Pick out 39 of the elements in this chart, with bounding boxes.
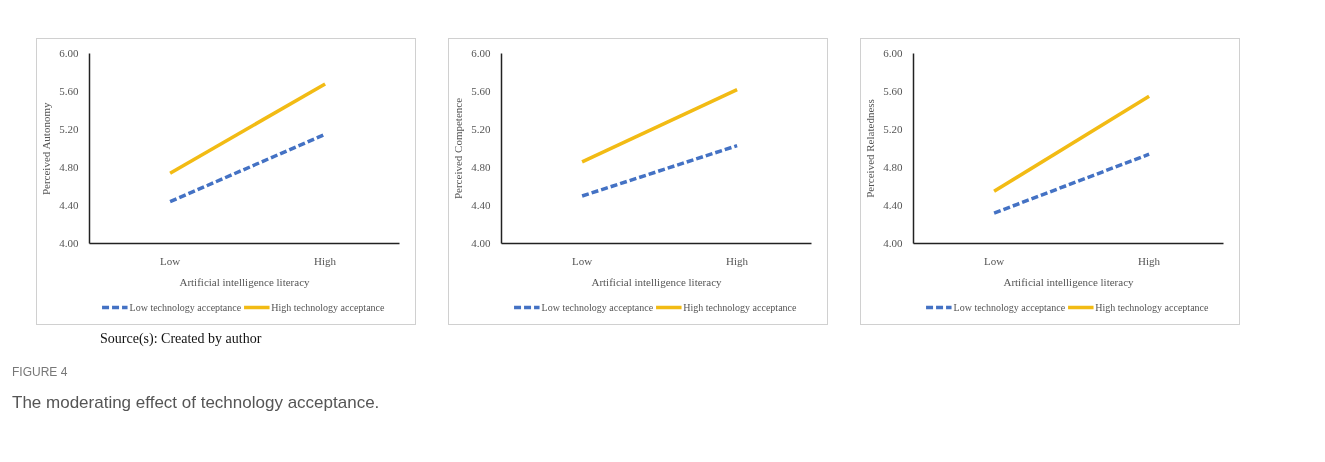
y-tick-label: 4.00 [883,237,903,249]
x-tick-label: Low [984,254,1005,267]
y-axis-title: Perceived Competence [452,97,465,200]
x-tick-label: High [314,254,337,267]
y-axis-title: Perceived Relatedness [864,99,877,198]
legend-label: High technology acceptance [1095,301,1209,313]
y-tick-label: 4.40 [883,199,903,211]
y-tick-label: 6.00 [59,47,79,59]
y-tick-label: 4.40 [471,199,491,211]
x-tick-label: High [726,254,749,267]
y-tick-label: 5.20 [883,123,903,135]
y-tick-label: 5.20 [59,123,79,135]
y-tick-label: 5.60 [883,85,903,97]
x-tick-label: High [1138,254,1161,267]
y-tick-label: 4.00 [59,237,79,249]
y-tick-label: 4.40 [59,199,79,211]
x-axis-title: Artificial intelligence literacy [591,275,723,288]
y-tick-label: 5.60 [59,85,79,97]
x-axis-title: Artificial intelligence literacy [179,275,311,288]
y-tick-label: 4.00 [471,237,491,249]
legend-label: Low technology acceptance [541,301,654,313]
y-tick-label: 4.80 [471,161,491,173]
y-tick-label: 5.20 [471,123,491,135]
legend-label: Low technology acceptance [129,301,242,313]
x-tick-label: Low [572,254,593,267]
source-note: Source(s): Created by author [100,330,262,348]
legend-label: High technology acceptance [271,301,385,313]
y-tick-label: 5.60 [471,85,491,97]
text: The moderating effect of technology acceptance. [12,392,380,415]
legend-label: High technology acceptance [683,301,797,313]
y-tick-label: 6.00 [883,47,903,59]
x-tick-label: Low [160,254,181,267]
caption: FIGURE 4 [12,364,68,381]
y-axis-title: Perceived Autonomy [40,102,53,196]
y-tick-label: 4.80 [883,161,903,173]
y-tick-label: 4.80 [59,161,79,173]
x-axis-title: Artificial intelligence literacy [1003,275,1135,288]
y-tick-label: 6.00 [471,47,491,59]
legend-label: Low technology acceptance [953,301,1066,313]
